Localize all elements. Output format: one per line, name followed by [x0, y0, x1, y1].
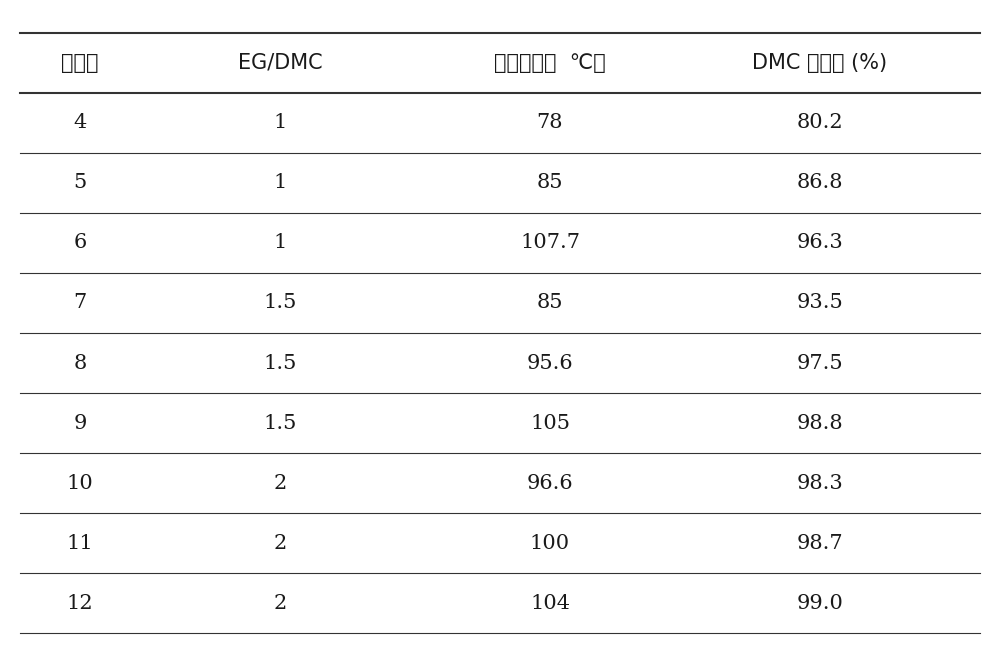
Text: 98.7: 98.7 [797, 534, 843, 553]
Text: 95.6: 95.6 [527, 353, 573, 373]
Text: 99.0: 99.0 [797, 594, 843, 613]
Text: 8: 8 [73, 353, 87, 373]
Text: 2: 2 [273, 473, 287, 493]
Text: 5: 5 [73, 173, 87, 193]
Text: 1.5: 1.5 [263, 353, 297, 373]
Text: 1: 1 [273, 113, 287, 133]
Text: 1: 1 [273, 233, 287, 253]
Text: 实施例: 实施例 [61, 53, 99, 72]
Text: 85: 85 [537, 293, 563, 313]
Text: 98.8: 98.8 [797, 413, 843, 433]
Text: 96.3: 96.3 [797, 233, 843, 253]
Text: 11: 11 [67, 534, 93, 553]
Text: 10: 10 [67, 473, 93, 493]
Text: 2: 2 [273, 594, 287, 613]
Text: EG/DMC: EG/DMC [238, 53, 322, 72]
Text: 7: 7 [73, 293, 87, 313]
Text: 1: 1 [273, 173, 287, 193]
Text: 107.7: 107.7 [520, 233, 580, 253]
Text: 9: 9 [73, 413, 87, 433]
Text: 86.8: 86.8 [797, 173, 843, 193]
Text: 104: 104 [530, 594, 570, 613]
Text: 78: 78 [537, 113, 563, 133]
Text: 85: 85 [537, 173, 563, 193]
Text: 96.6: 96.6 [527, 473, 573, 493]
Text: 93.5: 93.5 [797, 293, 843, 313]
Text: 2: 2 [273, 534, 287, 553]
Text: 98.3: 98.3 [797, 473, 843, 493]
Text: 1.5: 1.5 [263, 413, 297, 433]
Text: 4: 4 [73, 113, 87, 133]
Text: 12: 12 [67, 594, 93, 613]
Text: 塔底温度（  ℃）: 塔底温度（ ℃） [494, 53, 606, 72]
Text: 1.5: 1.5 [263, 293, 297, 313]
Text: 100: 100 [530, 534, 570, 553]
Text: 80.2: 80.2 [797, 113, 843, 133]
Text: 6: 6 [73, 233, 87, 253]
Text: 97.5: 97.5 [797, 353, 843, 373]
Text: 105: 105 [530, 413, 570, 433]
Text: DMC 转化率 (%): DMC 转化率 (%) [752, 53, 888, 72]
